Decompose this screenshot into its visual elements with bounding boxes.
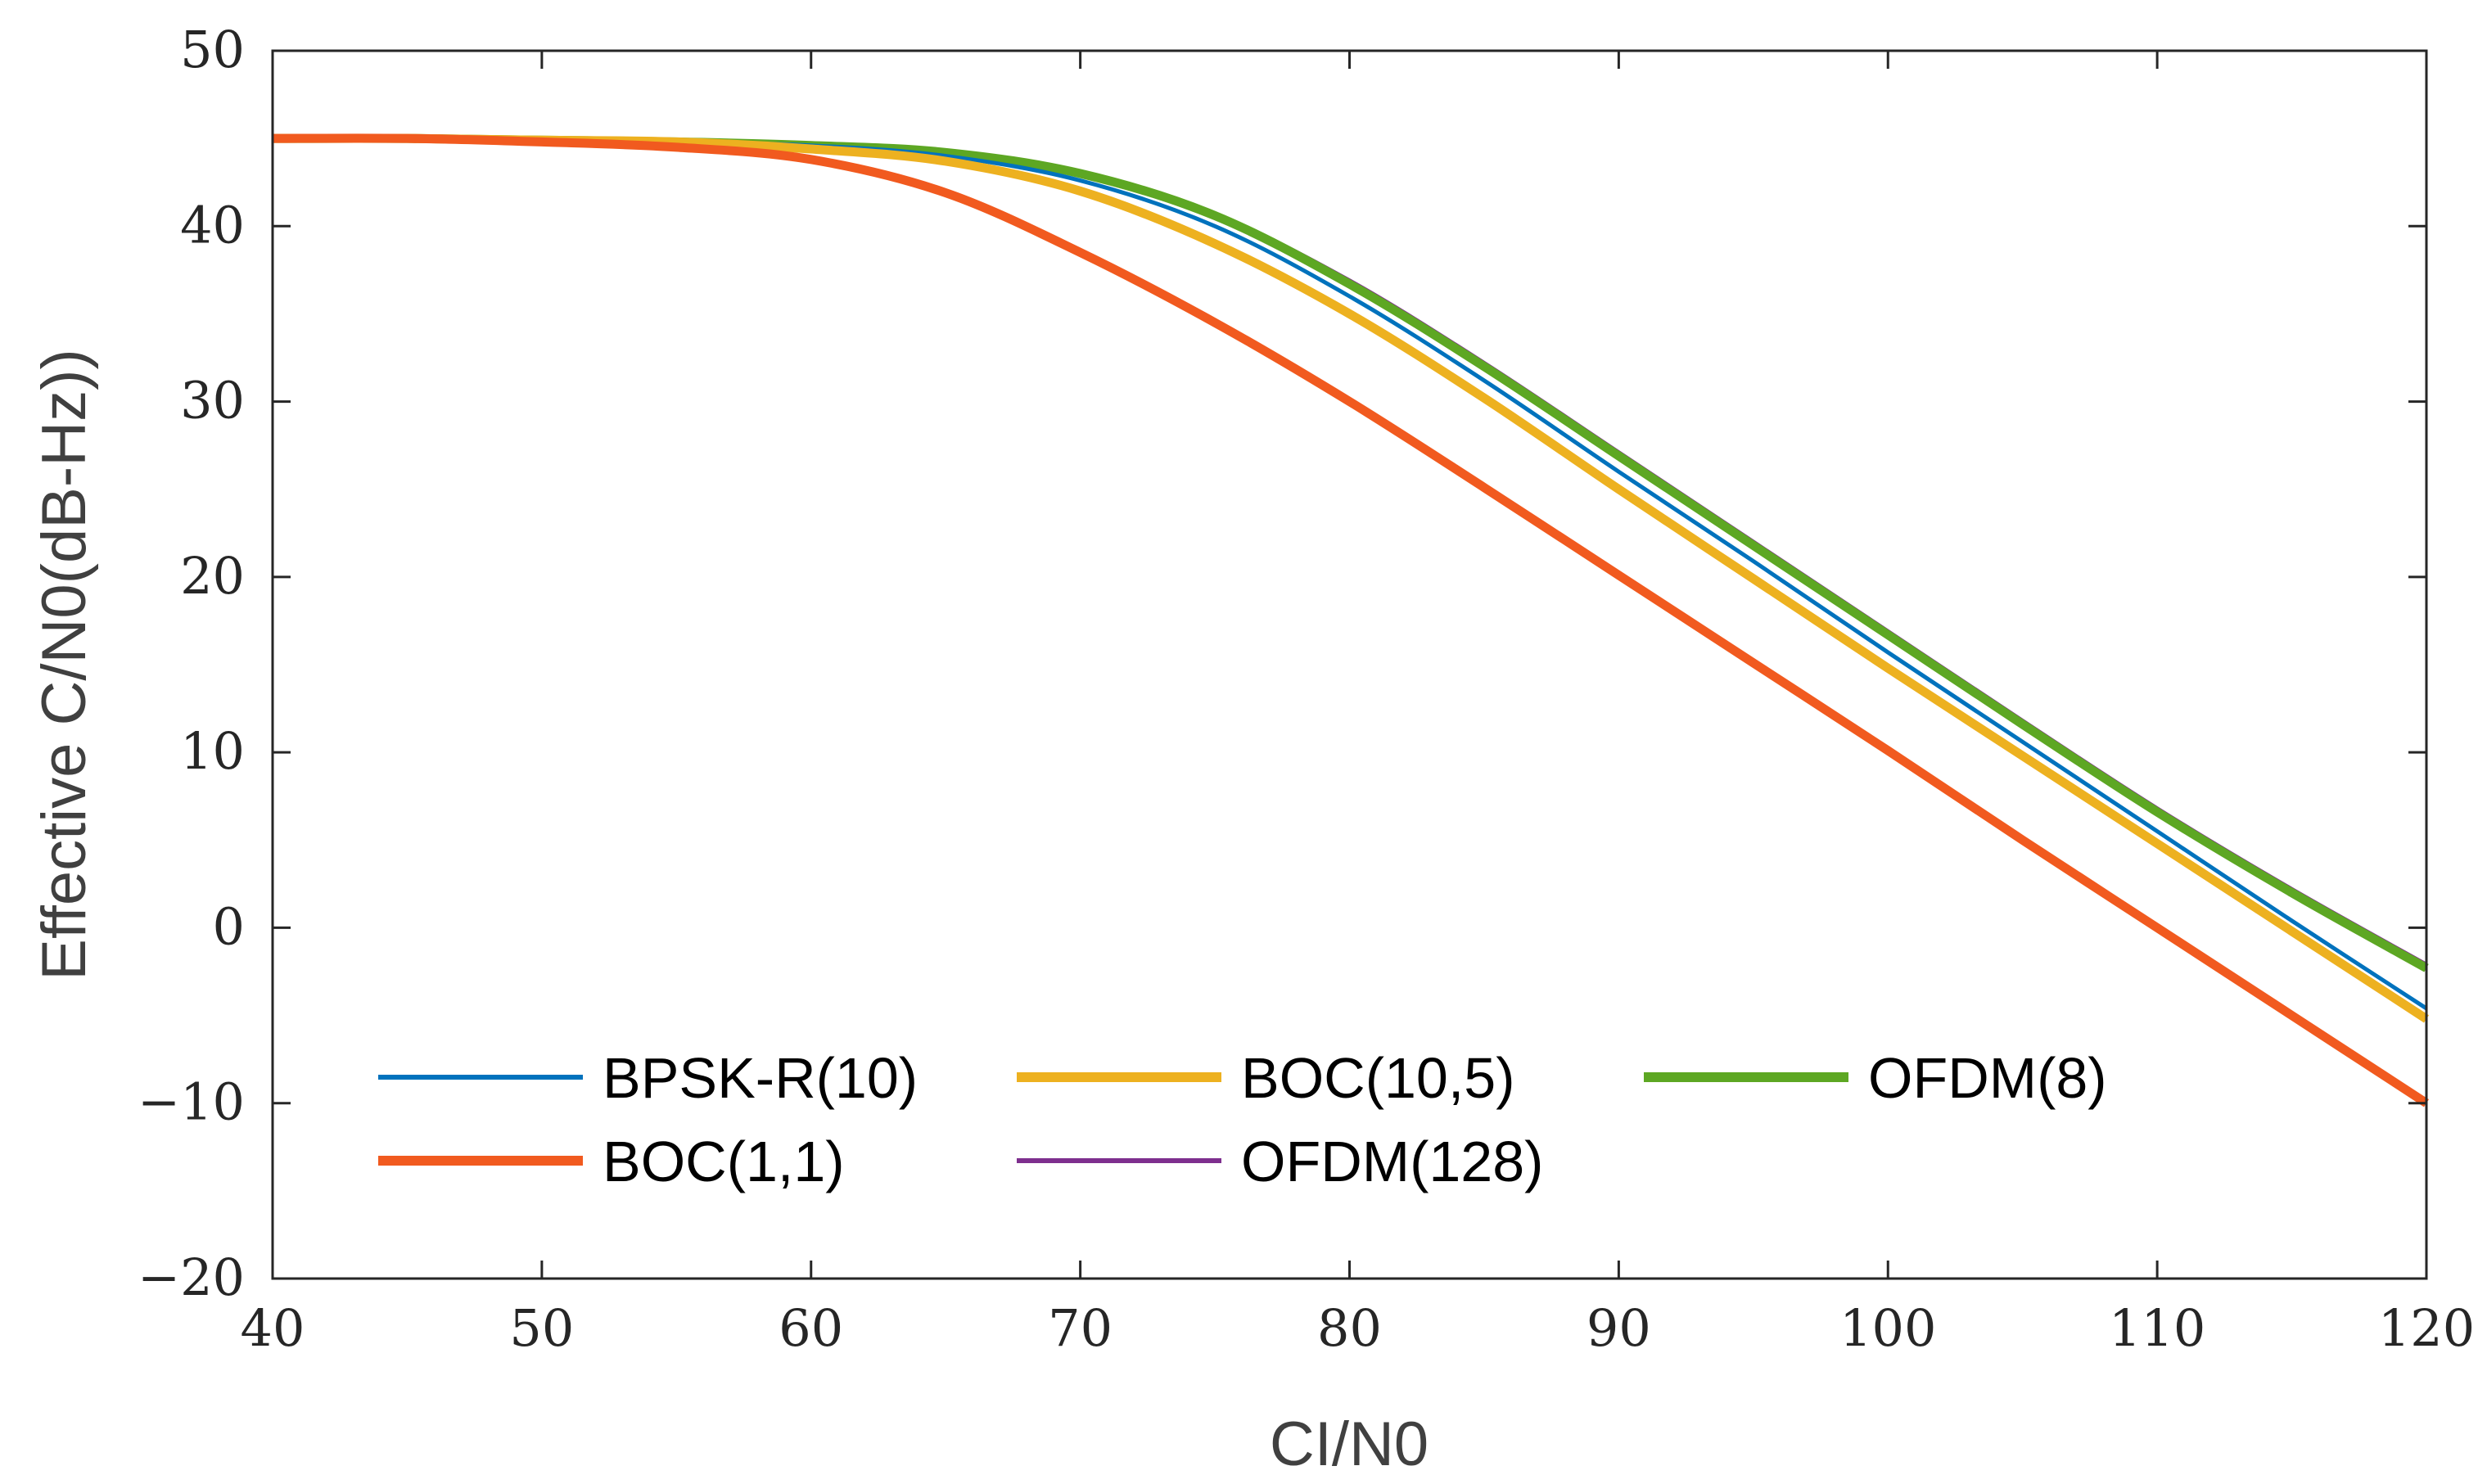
y-tick-label: 20 xyxy=(180,546,245,606)
x-tick-label: 80 xyxy=(1317,1298,1382,1358)
y-tick-label: 40 xyxy=(180,195,245,255)
x-tick-label: 50 xyxy=(509,1298,574,1358)
y-axis-label: Effective C/N0(dB-Hz)) xyxy=(29,349,99,980)
legend-item-boc-1-1: BOC(1,1) xyxy=(378,1130,845,1193)
y-tick-label: 0 xyxy=(213,896,245,956)
axis-ticks xyxy=(271,49,2428,1280)
legend-item-boc-10-5: BOC(10,5) xyxy=(1017,1046,1515,1110)
y-tick-label: 10 xyxy=(180,721,245,781)
legend-item-bpsk-r-10: BPSK-R(10) xyxy=(378,1046,918,1110)
legend-item-ofdm-8: OFDM(8) xyxy=(1644,1046,2107,1110)
x-axis-label: CI/N0 xyxy=(1270,1410,1429,1479)
x-tick-label: 120 xyxy=(2378,1298,2475,1358)
legend-label: OFDM(8) xyxy=(1868,1046,2107,1110)
y-tick-label: 50 xyxy=(180,20,245,79)
legend-label: BOC(1,1) xyxy=(603,1130,845,1193)
legend-item-ofdm-128: OFDM(128) xyxy=(1017,1130,1543,1193)
x-tick-label: 100 xyxy=(1839,1298,1936,1358)
series-line-boc-10-5 xyxy=(272,133,2430,1023)
y-tick-label: 30 xyxy=(180,371,245,431)
x-tick-label: 90 xyxy=(1587,1298,1651,1358)
legend: BPSK-R(10) BOC(10,5) OFDM(8) BOC(1,1) OFDM(1… xyxy=(378,1046,2107,1193)
y-tick-label: −20 xyxy=(138,1247,245,1307)
legend-label: OFDM(128) xyxy=(1241,1130,1543,1193)
x-tick-label: 70 xyxy=(1048,1298,1113,1358)
x-tick-label: 60 xyxy=(779,1298,843,1358)
x-tick-label: 110 xyxy=(2109,1298,2205,1358)
axis-tick-labels: 40 50 60 70 80 90 100 110 120 −20 −10 0 10 20 30 40 50 xyxy=(138,20,2475,1358)
legend-label: BPSK-R(10) xyxy=(603,1046,918,1110)
legend-label: BOC(10,5) xyxy=(1241,1046,1515,1110)
x-tick-label: 40 xyxy=(241,1298,305,1358)
series-line-boc-1-1 xyxy=(272,133,2430,1107)
y-tick-label: −10 xyxy=(138,1072,245,1132)
plot-lines xyxy=(272,133,2430,1107)
